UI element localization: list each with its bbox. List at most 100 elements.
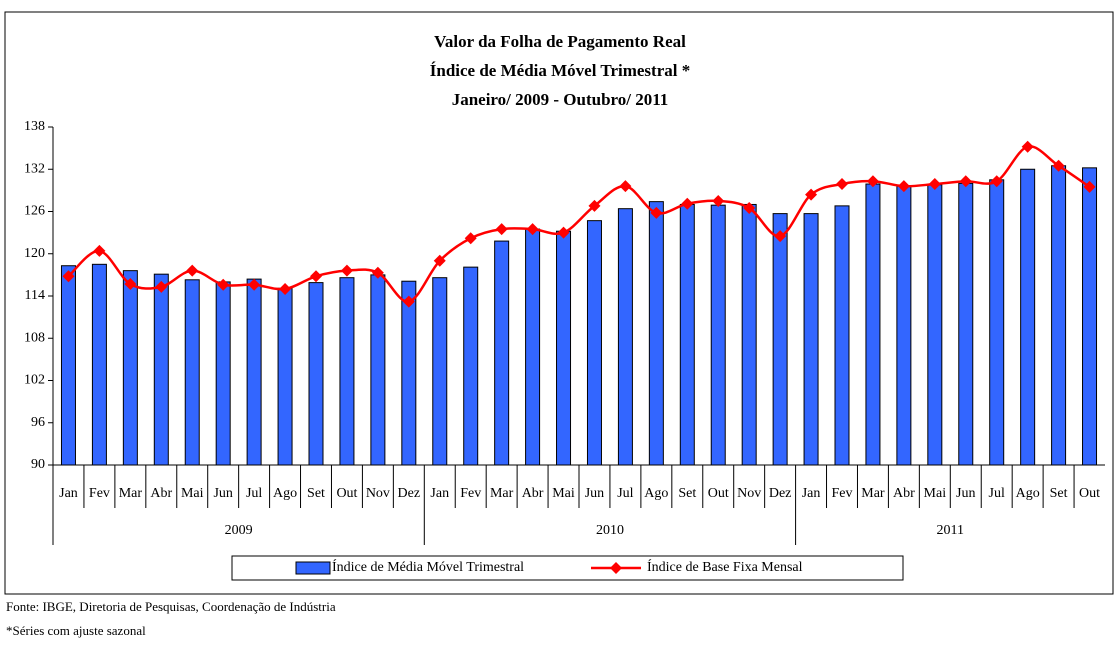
bar (741, 203, 757, 466)
bar (184, 279, 200, 466)
bar (525, 228, 541, 466)
line-marker (959, 175, 972, 188)
bar (463, 266, 479, 466)
line-marker (619, 180, 632, 193)
line-marker (526, 223, 539, 236)
x-tick-label: Mai (924, 486, 947, 501)
chart-frame (4, 11, 1114, 595)
legend-label: Índice de Base Fixa Mensal (647, 558, 803, 575)
bar (1082, 167, 1098, 466)
x-tick-label: Set (1050, 486, 1068, 501)
x-tick-label: Fev (89, 486, 110, 501)
line-marker (897, 180, 910, 193)
chart-subtitle: Janeiro/ 2009 - Outubro/ 2011 (452, 90, 669, 109)
line-marker (93, 244, 106, 257)
line-marker (557, 226, 570, 239)
bar (215, 281, 231, 466)
x-tick-label: Out (708, 486, 729, 501)
bar (432, 277, 448, 466)
bar (556, 230, 572, 466)
bar (896, 185, 912, 466)
line-marker (279, 282, 292, 295)
bar (277, 287, 293, 466)
legend-swatch (295, 561, 331, 575)
x-tick-label: Jan (802, 486, 821, 501)
bar (1020, 168, 1036, 466)
group-label: 2011 (937, 523, 964, 538)
line-marker (340, 264, 353, 277)
x-tick-label: Jan (59, 486, 78, 501)
x-tick-label: Fev (460, 486, 481, 501)
line-marker (805, 188, 818, 201)
x-tick-label: Ago (1016, 486, 1040, 501)
y-tick-label: 96 (31, 415, 45, 430)
x-tick-label: Dez (769, 486, 792, 501)
legend-box (231, 555, 904, 581)
bar (60, 265, 76, 466)
chart-subtitle: Índice de Média Móvel Trimestral * (430, 61, 690, 80)
line-marker (1052, 159, 1065, 172)
bar (1051, 165, 1067, 466)
line-marker (217, 278, 230, 291)
line-marker (310, 270, 322, 283)
line-marker (712, 194, 725, 207)
bar (865, 183, 881, 466)
bar (803, 213, 819, 466)
x-tick-label: Mar (861, 486, 885, 501)
x-tick-label: Out (336, 486, 357, 501)
line-marker (124, 278, 137, 291)
bar (586, 220, 602, 466)
source-note: Fonte: IBGE, Diretoria de Pesquisas, Coo… (6, 599, 336, 614)
x-tick-label: Jul (246, 486, 262, 501)
y-tick-label: 138 (24, 119, 45, 134)
x-tick-label: Mai (552, 486, 575, 501)
x-tick-label: Jul (989, 486, 1005, 501)
legend-swatch (610, 562, 622, 574)
bar (927, 184, 943, 466)
y-tick-label: 132 (24, 161, 45, 176)
x-tick-label: Abr (522, 486, 544, 501)
bar (91, 263, 107, 466)
line-marker (62, 270, 75, 283)
x-tick-label: Mai (181, 486, 204, 501)
bar (401, 280, 417, 466)
y-tick-label: 90 (31, 457, 45, 472)
y-tick-label: 120 (24, 246, 45, 261)
line-marker (433, 254, 446, 267)
bar (370, 274, 386, 466)
group-label: 2009 (225, 523, 253, 538)
bar (679, 203, 695, 466)
x-tick-label: Set (307, 486, 325, 501)
line-marker (836, 178, 848, 191)
x-tick-label: Abr (893, 486, 915, 501)
line-marker (588, 199, 601, 212)
y-tick-label: 108 (24, 330, 45, 345)
group-label: 2010 (596, 523, 624, 538)
x-tick-label: Fev (832, 486, 853, 501)
bar (648, 201, 664, 466)
line-marker (495, 223, 508, 236)
bar (308, 282, 324, 466)
bar (710, 204, 726, 466)
bar (153, 273, 169, 466)
x-tick-label: Mar (119, 486, 143, 501)
bar (772, 213, 788, 466)
bar (122, 270, 138, 466)
bar (246, 278, 262, 466)
bar (958, 182, 974, 466)
line-marker (650, 206, 663, 219)
line-marker (1083, 180, 1096, 193)
x-tick-label: Jun (956, 486, 975, 501)
x-tick-label: Set (678, 486, 696, 501)
y-tick-label: 126 (24, 204, 45, 219)
bar (494, 240, 510, 466)
footnote: *Séries com ajuste sazonal (6, 623, 146, 638)
line-marker (186, 264, 199, 277)
bar (834, 205, 850, 466)
bar (617, 208, 633, 466)
chart-title: Valor da Folha de Pagamento Real (434, 32, 686, 51)
legend-label: Índice de Média Móvel Trimestral (332, 558, 524, 575)
x-tick-label: Nov (366, 486, 390, 501)
x-tick-label: Nov (737, 486, 761, 501)
